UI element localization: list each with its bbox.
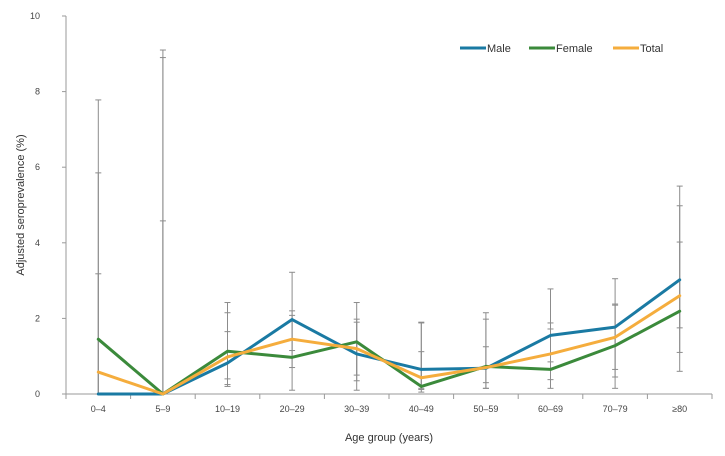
x-tick-label: 0–4 bbox=[91, 404, 106, 414]
data-point-total bbox=[161, 392, 165, 396]
data-point-total bbox=[484, 366, 488, 369]
data-point-female bbox=[290, 356, 294, 359]
data-point-male bbox=[355, 352, 358, 356]
data-point-female bbox=[97, 337, 100, 341]
x-tick-label: 30–39 bbox=[344, 404, 369, 414]
x-axis-title: Age group (years) bbox=[345, 432, 433, 444]
y-tick-label: 6 bbox=[35, 162, 40, 172]
x-tick-label: 5–9 bbox=[155, 404, 170, 414]
y-tick-label: 8 bbox=[35, 87, 40, 97]
x-tick-label: 60–69 bbox=[538, 404, 563, 414]
y-tick-label: 2 bbox=[35, 313, 40, 323]
data-point-total bbox=[355, 347, 358, 350]
legend-label: Female bbox=[556, 43, 593, 55]
legend: Male Female Total bbox=[460, 43, 663, 55]
data-point-female bbox=[613, 344, 617, 347]
legend-item-male: Male bbox=[460, 43, 511, 55]
data-point-female bbox=[226, 350, 229, 353]
x-tick-label: 10–19 bbox=[215, 404, 240, 414]
x-tick-label: 20–29 bbox=[280, 404, 305, 414]
data-point-male bbox=[678, 278, 681, 282]
data-point-male bbox=[97, 392, 100, 396]
y-tick-label: 10 bbox=[30, 11, 40, 21]
x-tick-label: ≥80 bbox=[672, 404, 687, 414]
error-bar-total bbox=[289, 314, 296, 369]
y-tick-label: 4 bbox=[35, 238, 40, 248]
data-point-total bbox=[420, 376, 423, 379]
data-point-total bbox=[290, 337, 294, 341]
y-tick-label: 0 bbox=[35, 389, 40, 399]
data-point-male bbox=[420, 368, 423, 371]
legend-item-total: Total bbox=[613, 43, 663, 55]
data-point-female bbox=[678, 310, 681, 313]
y-axis: Adjusted seroprevalence (%) bbox=[15, 16, 67, 394]
x-ticks: 0–4 5–9 10–19 20–29 30–39 40–49 50–59 60–69 70–7… bbox=[65, 394, 713, 414]
error-bar-total bbox=[612, 303, 619, 378]
data-point-male bbox=[613, 325, 617, 329]
series-lines bbox=[96, 278, 682, 396]
x-tick-label: 50–59 bbox=[473, 404, 498, 414]
data-point-female bbox=[355, 340, 358, 344]
data-point-male bbox=[226, 361, 229, 365]
x-tick-label: 70–79 bbox=[603, 404, 628, 414]
data-point-male bbox=[290, 318, 294, 321]
y-axis-title: Adjusted seroprevalence (%) bbox=[15, 134, 27, 275]
data-point-total bbox=[97, 370, 100, 374]
error-bar-total bbox=[676, 185, 683, 353]
legend-item-female: Female bbox=[529, 43, 593, 55]
data-point-male bbox=[549, 334, 552, 337]
legend-label: Male bbox=[487, 43, 511, 55]
data-point-female bbox=[549, 368, 552, 371]
error-bar-total bbox=[482, 346, 489, 384]
data-point-female bbox=[420, 385, 423, 388]
data-point-total bbox=[226, 355, 229, 359]
error-bar-total bbox=[159, 49, 166, 395]
series-line-male bbox=[96, 278, 682, 396]
error-bars bbox=[95, 49, 683, 395]
legend-label: Total bbox=[640, 43, 663, 55]
x-tick-label: 40–49 bbox=[409, 404, 434, 414]
y-ticks: 0 2 4 6 8 10 bbox=[30, 11, 66, 399]
error-bar-total bbox=[95, 273, 102, 395]
x-axis: Age group (years) bbox=[66, 393, 712, 444]
data-point-total bbox=[678, 294, 681, 297]
data-point-total bbox=[613, 336, 617, 339]
series-line-total bbox=[96, 294, 682, 396]
data-point-total bbox=[549, 352, 552, 356]
error-bar-total bbox=[224, 331, 231, 380]
